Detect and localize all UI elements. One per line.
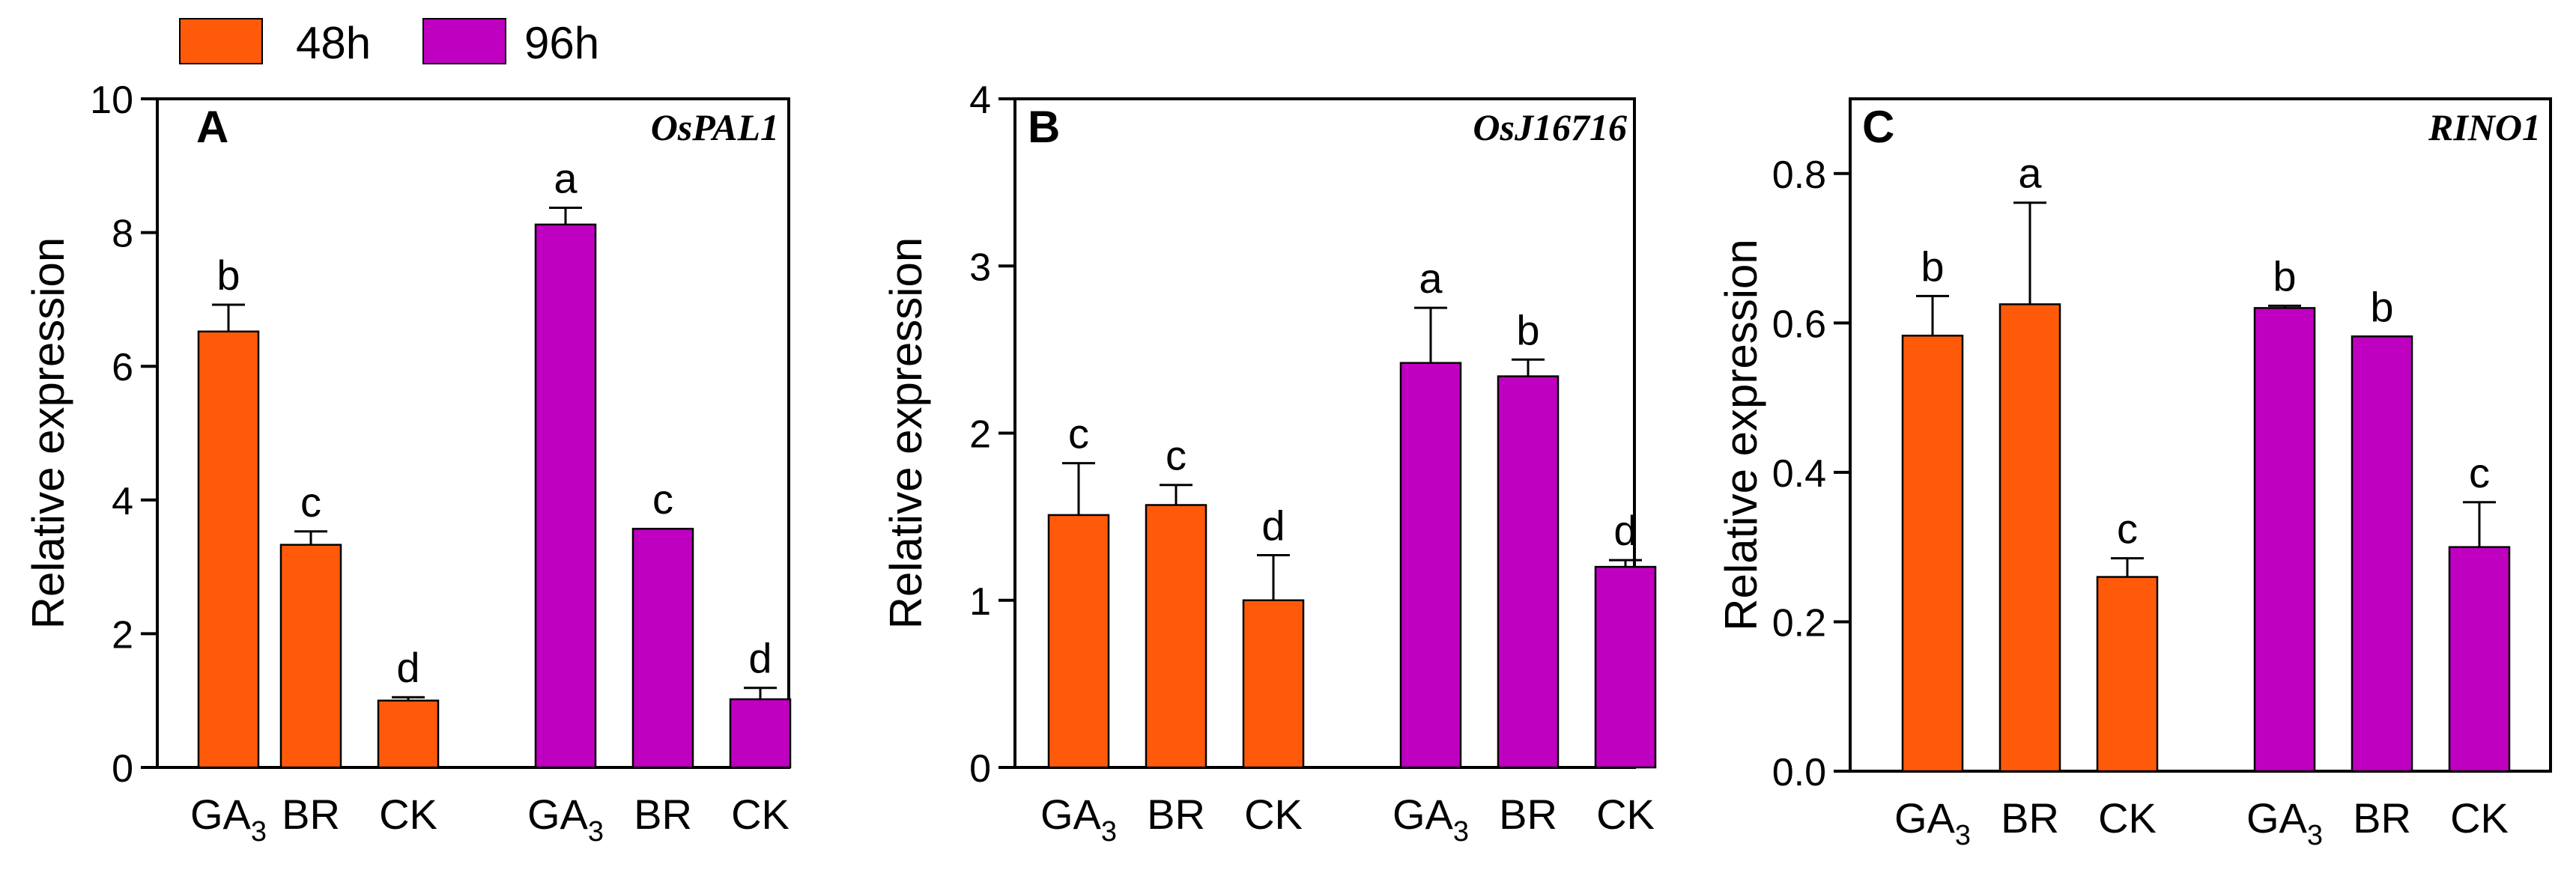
panel-c-y-tick-label: 0.6 <box>1772 302 1826 346</box>
panel-c-letter: C <box>1862 102 1894 152</box>
panel-a-96h-br-x-label: BR <box>634 791 692 838</box>
panel-b-48h-ga3-x-label: GA3 <box>1040 791 1117 848</box>
panel-b-48h-ck-x-label: CK <box>1244 791 1303 838</box>
panel-c-96h-ck-significance-letter: c <box>2469 449 2490 496</box>
panel-a-96h-ga3-bar <box>534 223 597 769</box>
panel-c-48h-ck-significance-letter: c <box>2117 505 2138 553</box>
panel-c-48h-ck-x-label: CK <box>2098 794 2157 842</box>
panel-b-y-tick-label: 0 <box>969 747 991 791</box>
panel-a-y-axis-label: Relative expression <box>23 237 73 630</box>
panel-a-y-tick-label: 6 <box>112 346 133 389</box>
panel-a-96h-br-significance-letter: c <box>652 475 673 523</box>
legend-swatch-48h <box>179 18 263 64</box>
panel-b-y-tick-label: 2 <box>969 413 991 457</box>
panel-a-96h-ga3-x-label: GA3 <box>527 791 604 848</box>
panel-a-96h-ck-x-label: CK <box>731 791 790 838</box>
panel-a-y-tick-label: 8 <box>112 213 133 256</box>
panel-a-48h-ck-bar <box>377 699 440 769</box>
panel-b-48h-ga3-bar <box>1047 514 1110 769</box>
panel-c-48h-br-x-label: BR <box>2001 794 2059 842</box>
panel-b-48h-ga3-significance-letter: c <box>1068 410 1089 457</box>
panel-b-96h-ck-significance-letter: d <box>1613 507 1637 554</box>
panel-c-96h-br-bar <box>2351 335 2413 773</box>
panel-c-frame <box>1849 97 2552 773</box>
panel-a-48h-ga3-significance-letter: b <box>216 252 240 299</box>
panel-b-96h-br-x-label: BR <box>1499 791 1557 838</box>
panel-b-96h-ga3-bar <box>1399 362 1462 769</box>
panel-c: Relative expression C RINO1 0.0 0.2 0.4 0.6… <box>1716 97 2552 851</box>
panel-b-96h-ck-x-label: CK <box>1596 791 1655 838</box>
legend: 48h 96h <box>179 18 599 68</box>
panel-b-y-tick-label: 3 <box>969 246 991 289</box>
panel-b-48h-ck-significance-letter: d <box>1261 502 1285 549</box>
panel-c-48h-ck-bar <box>2096 576 2159 773</box>
panel-a-48h-br-bar <box>279 544 342 769</box>
panel-c-96h-br-significance-letter: b <box>2370 283 2393 330</box>
panel-c-48h-br-significance-letter: a <box>2018 150 2042 197</box>
panel-c-96h-ga3-x-label: GA3 <box>2246 794 2323 851</box>
panel-b-96h-br-significance-letter: b <box>1516 306 1539 353</box>
panel-b-48h-ck-bar <box>1242 599 1305 769</box>
panel-c-y-tick-label: 0.8 <box>1772 153 1826 197</box>
panel-b-y-tick-label: 1 <box>969 580 991 624</box>
legend-swatch-96h <box>422 18 506 64</box>
panel-c-96h-ga3-significance-letter: b <box>2273 252 2296 299</box>
panel-b-96h-ga3-x-label: GA3 <box>1392 791 1469 848</box>
panel-b-48h-br-significance-letter: c <box>1166 432 1187 479</box>
panel-c-96h-ck-bar <box>2448 546 2511 773</box>
panel-c-y-tick-label: 0.4 <box>1772 452 1826 496</box>
panel-a-48h-ck-significance-letter: d <box>396 644 419 691</box>
panel-b-48h-br-bar <box>1145 504 1207 769</box>
panel-c-y-tick-label: 0.2 <box>1772 601 1826 645</box>
panel-b-96h-br-bar <box>1497 375 1560 769</box>
legend-label-96h: 96h <box>524 18 599 68</box>
panel-b-96h-ck-bar <box>1594 565 1657 769</box>
panel-c-y-tick-label: 0.0 <box>1772 751 1826 794</box>
panel-c-96h-ga3-bar <box>2253 307 2316 773</box>
panel-a-96h-ck-bar <box>729 698 792 769</box>
panel-a-letter: A <box>196 102 228 152</box>
panel-c-y-axis-label: Relative expression <box>1716 239 1766 631</box>
panel-b-y-tick-label: 4 <box>969 79 991 122</box>
panel-c-96h-br-x-label: BR <box>2353 794 2411 842</box>
panel-b-96h-ga3-significance-letter: a <box>1419 255 1443 302</box>
panel-a-y-tick-label: 4 <box>112 480 133 523</box>
panel-c-48h-br-bar <box>1998 303 2061 773</box>
panel-a-48h-ga3-bar <box>197 330 260 769</box>
panel-a-y-tick-label: 10 <box>90 79 133 122</box>
panel-c-48h-ga3-significance-letter: b <box>1921 243 1944 290</box>
panel-a-96h-ga3-significance-letter: a <box>554 155 578 202</box>
panel-c-96h-ck-x-label: CK <box>2450 794 2509 842</box>
panel-c-gene-name: RINO1 <box>2428 106 2541 148</box>
panel-a: Relative expression A OsPAL1 0 2 4 6 8 10 b GA3… <box>23 79 792 848</box>
panel-b-y-axis-label: Relative expression <box>881 237 931 630</box>
panel-a-gene-name: OsPAL1 <box>651 106 779 148</box>
panel-a-y-tick-label: 2 <box>112 613 133 657</box>
panel-a-48h-br-x-label: BR <box>282 791 340 838</box>
legend-label-48h: 48h <box>296 18 371 68</box>
panel-a-frame <box>156 97 790 769</box>
panel-a-48h-ga3-x-label: GA3 <box>190 791 267 848</box>
panel-b-gene-name: OsJ16716 <box>1473 106 1627 148</box>
panel-a-96h-br-bar <box>631 527 694 769</box>
panel-c-48h-ga3-x-label: GA3 <box>1894 794 1971 851</box>
panel-a-96h-ck-significance-letter: d <box>748 635 772 682</box>
panel-a-48h-br-significance-letter: c <box>300 478 321 526</box>
panel-a-48h-ck-x-label: CK <box>379 791 437 838</box>
panel-a-y-tick-label: 0 <box>112 747 133 791</box>
panel-b: Relative expression B OsJ16716 0 1 2 3 4 c GA3… <box>881 79 1657 848</box>
panel-b-48h-br-x-label: BR <box>1147 791 1205 838</box>
panel-c-48h-ga3-bar <box>1901 335 1964 773</box>
panel-b-letter: B <box>1028 102 1060 152</box>
